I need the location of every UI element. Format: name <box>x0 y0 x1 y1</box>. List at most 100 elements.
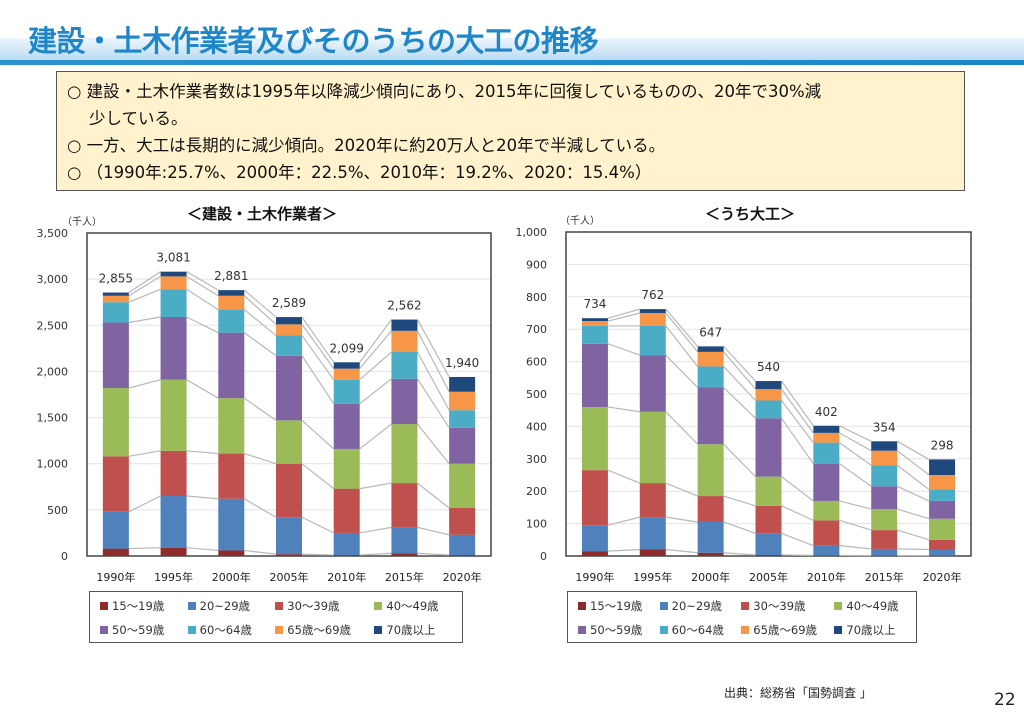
bar-segment <box>639 411 666 484</box>
legend-label: 40～49歳 <box>846 599 899 613</box>
bar-segment <box>813 442 840 464</box>
bar-segment <box>218 295 245 310</box>
bar-segment <box>697 496 724 522</box>
series-connector-line <box>359 319 392 363</box>
bar-segment <box>218 550 245 556</box>
bar-segment <box>639 355 666 412</box>
series-connector-line <box>781 417 814 465</box>
series-connector-line <box>607 548 640 552</box>
total-label: 2,881 <box>214 269 248 283</box>
y-axis-unit: （千人） <box>560 215 600 227</box>
series-connector-line <box>128 450 161 457</box>
y-tick-label: 1,000 <box>516 226 548 239</box>
bar-segment <box>449 410 476 428</box>
bar-segment <box>581 321 608 326</box>
series-connector-line <box>243 289 277 318</box>
series-connector-line <box>301 335 335 381</box>
series-connector-line <box>128 271 161 294</box>
bar-segment <box>218 398 245 454</box>
bar-segment <box>160 289 187 317</box>
bar-segment <box>160 271 187 277</box>
series-connector-line <box>897 508 930 520</box>
bar-segment <box>929 500 956 519</box>
bar-segment <box>102 456 129 512</box>
series-connector-line <box>896 464 930 491</box>
bar-segment <box>813 432 840 443</box>
bar-segment <box>871 509 898 531</box>
bar-segment <box>102 511 129 549</box>
y-tick-label: 400 <box>526 420 547 433</box>
series-connector-line <box>186 275 219 297</box>
series-connector-line <box>359 526 392 534</box>
legend-item: 65歳～69歳 <box>275 622 364 638</box>
series-connector-line <box>186 288 219 311</box>
title-underline <box>0 60 1024 65</box>
legend-swatch <box>578 626 586 634</box>
total-label: 354 <box>873 420 896 434</box>
legend-item: 50～59歳 <box>100 622 178 638</box>
bar-segment <box>102 302 129 323</box>
x-tick-label: 2015年 <box>865 570 904 584</box>
series-connector-line <box>723 552 756 556</box>
bar-segment <box>276 335 302 356</box>
summary-line-3: ○ 一方、大工は長期的に減少傾向。2020年に約20万人と20年で半減している。 <box>67 132 954 159</box>
legend-label: 70歳以上 <box>846 623 896 637</box>
bar-segment <box>391 378 418 425</box>
legend-label: 65歳～69歳 <box>287 623 352 637</box>
bar-segment <box>639 549 666 556</box>
legend-item: 70歳以上 <box>374 622 452 638</box>
bar-segment <box>813 545 840 556</box>
series-connector-line <box>359 351 392 381</box>
x-tick-label: 1990年 <box>96 570 135 584</box>
bar-segment <box>160 496 187 548</box>
legend-swatch <box>100 626 108 634</box>
x-tick-label: 2010年 <box>327 570 366 584</box>
series-connector-line <box>301 516 334 534</box>
series-connector-line <box>186 450 219 455</box>
series-connector-line <box>839 519 872 531</box>
series-connector-line <box>781 380 814 427</box>
bar-segment <box>581 325 608 344</box>
series-connector-line <box>839 432 872 452</box>
bar-segment <box>276 554 302 556</box>
bar-segment <box>929 539 956 550</box>
legend-label: 15～19歳 <box>590 599 643 613</box>
summary-line-1: ○ 建設・土木作業者数は1995年以降減少傾向にあり、2015年に回復しているも… <box>67 78 954 105</box>
bar-segment <box>160 379 187 451</box>
bar-segment <box>755 476 782 506</box>
bar-segment <box>160 547 187 556</box>
y-tick-label: 3,500 <box>37 227 69 240</box>
bar-segment <box>871 486 898 510</box>
y-tick-label: 100 <box>526 518 547 531</box>
bar-segment <box>581 318 608 322</box>
chart-title-carpenters: ＜うち大工＞ <box>705 205 796 223</box>
bar-segment <box>276 317 302 325</box>
total-label: 2,589 <box>272 296 306 310</box>
bar-segment <box>391 483 418 528</box>
series-connector-line <box>417 526 450 536</box>
bar-segment <box>218 290 245 296</box>
series-connector-line <box>665 548 698 554</box>
bar-segment <box>697 444 724 497</box>
summary-line-4: ○ （1990年:25.7%、2000年：22.5%、2010年：19.2%、2… <box>67 159 954 186</box>
series-connector-line <box>128 275 161 297</box>
y-tick-label: 0 <box>540 550 547 563</box>
x-tick-label: 2005年 <box>749 570 788 584</box>
total-label: 2,855 <box>99 272 133 286</box>
bar-segment <box>449 463 476 509</box>
bar-segment <box>755 389 782 401</box>
bar-segment <box>697 351 724 367</box>
legend-swatch <box>275 602 284 610</box>
source-note: 出典：総務省「国勢調査 」 <box>724 686 872 700</box>
y-tick-label: 900 <box>526 258 547 271</box>
bar-segment <box>160 316 187 380</box>
bar-segment <box>218 453 245 499</box>
legend-item: 40～49歳 <box>374 598 452 614</box>
bar-segment <box>449 427 476 464</box>
legend-label: 30～39歳 <box>753 599 806 613</box>
series-connector-line <box>244 452 277 465</box>
bar-segment <box>697 521 724 553</box>
series-connector-line <box>128 379 161 389</box>
bar-segment <box>755 533 782 556</box>
series-connector-line <box>897 529 930 541</box>
